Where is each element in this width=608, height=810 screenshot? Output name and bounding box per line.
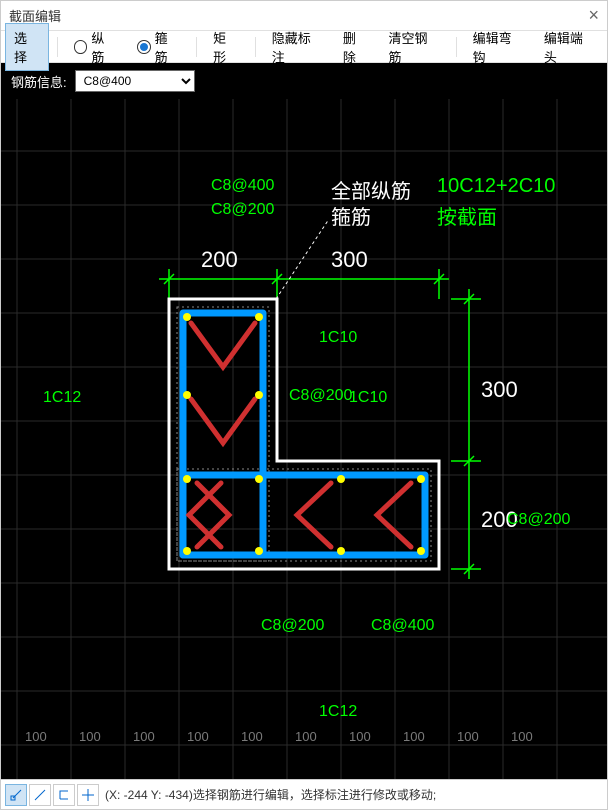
section-outline xyxy=(169,299,439,569)
separator xyxy=(456,37,457,57)
label-combo: 10C12+2C10 xyxy=(437,175,555,198)
label-by-section: 按截面 xyxy=(437,201,497,230)
snap-endpoint-icon[interactable] xyxy=(5,784,27,806)
stirrups xyxy=(183,313,425,555)
label-1c10b: 1C10 xyxy=(349,389,387,407)
label-c8-200: C8@200 xyxy=(211,201,274,219)
radio-icon xyxy=(74,40,88,54)
status-text: (X: -244 Y: -434)选择钢筋进行编辑，选择标注进行修改或移动; xyxy=(105,786,436,803)
label-c8-400b: C8@400 xyxy=(371,617,434,635)
snap-perp-icon[interactable] xyxy=(53,784,75,806)
label-c8-200b: C8@200 xyxy=(261,617,324,635)
toolbar: 选择 纵筋 箍筋 矩形 隐藏标注 删除 清空钢筋 编辑弯钩 编辑端头 xyxy=(1,31,607,63)
footer: (X: -244 Y: -434)选择钢筋进行编辑，选择标注进行修改或移动; xyxy=(1,779,607,809)
drawing-canvas[interactable]: C8@400 C8@200 全部纵筋 箍筋 10C12+2C10 按截面 200… xyxy=(1,99,607,779)
rebar-info-label: 钢筋信息: xyxy=(11,72,67,91)
rebar-dots xyxy=(183,313,425,555)
label-c8-200r: C8@200 xyxy=(507,511,570,529)
label-1c12b: 1C12 xyxy=(319,703,357,721)
dimensions xyxy=(159,269,481,579)
stirrup-radio[interactable]: 箍筋 xyxy=(129,24,188,70)
label-1c12: 1C12 xyxy=(43,389,81,407)
select-button[interactable]: 选择 xyxy=(5,23,49,71)
ruler: 100 100 100 100 100 100 100 100 100 100 xyxy=(1,729,607,747)
separator xyxy=(255,37,256,57)
snap-line-icon[interactable] xyxy=(29,784,51,806)
ties xyxy=(189,323,411,547)
label-stirrup: 箍筋 xyxy=(331,201,371,230)
label-1c10a: 1C10 xyxy=(319,329,357,347)
drawing-svg xyxy=(1,99,607,779)
clear-rebar-button[interactable]: 清空钢筋 xyxy=(381,24,448,70)
separator xyxy=(196,37,197,57)
edit-hook-button[interactable]: 编辑弯钩 xyxy=(465,24,532,70)
rebar-info-select[interactable]: C8@400 xyxy=(75,70,195,92)
separator xyxy=(57,37,58,57)
dim-300r: 300 xyxy=(481,377,518,403)
delete-button[interactable]: 删除 xyxy=(335,24,377,70)
grid xyxy=(1,99,607,779)
radio-icon xyxy=(137,40,151,54)
label-all-long: 全部纵筋 xyxy=(331,175,411,204)
dim-200: 200 xyxy=(201,247,238,273)
rect-button[interactable]: 矩形 xyxy=(205,24,247,70)
hide-annot-button[interactable]: 隐藏标注 xyxy=(264,24,331,70)
snap-cross-icon[interactable] xyxy=(77,784,99,806)
longitudinal-radio[interactable]: 纵筋 xyxy=(66,24,125,70)
edit-end-button[interactable]: 编辑端头 xyxy=(536,24,603,70)
label-c8-200m: C8@200 xyxy=(289,387,352,405)
dim-300: 300 xyxy=(331,247,368,273)
label-c8-400: C8@400 xyxy=(211,177,274,195)
